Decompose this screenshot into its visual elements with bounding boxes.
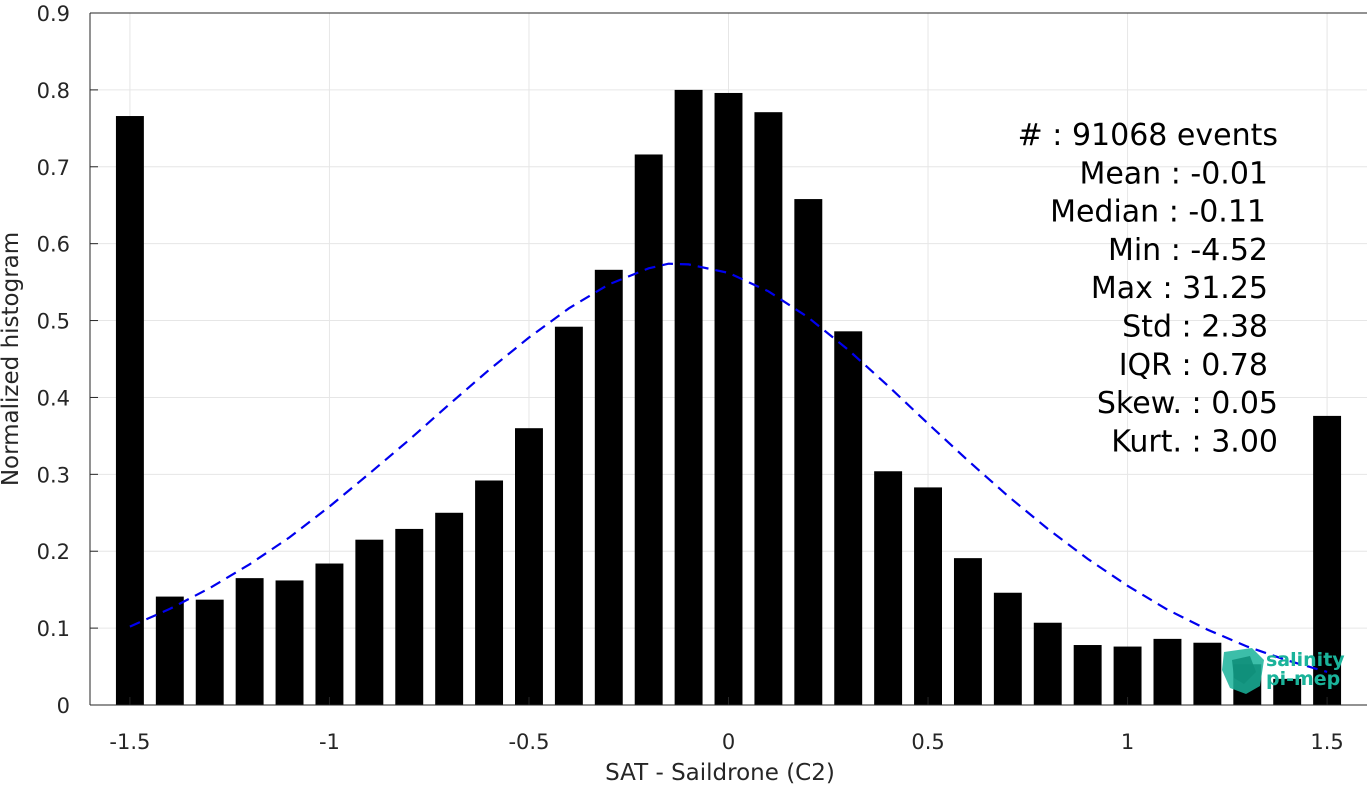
histogram-bar bbox=[554, 326, 583, 705]
histogram-bar bbox=[714, 92, 743, 705]
gaussian-fit bbox=[129, 262, 1328, 673]
histogram-bar bbox=[914, 487, 942, 705]
x-tick-label: -1 bbox=[319, 730, 340, 754]
x-tick-label: 0.5 bbox=[911, 730, 944, 754]
histogram-bar bbox=[1033, 622, 1062, 705]
x-tick-label: 1.5 bbox=[1310, 730, 1343, 754]
stats-line: Max : 31.25 bbox=[1091, 271, 1268, 306]
y-tick-label: 0.4 bbox=[37, 386, 70, 410]
y-tick-label: 0.6 bbox=[37, 233, 70, 257]
y-tick-label: 0.1 bbox=[37, 617, 70, 641]
stats-line: Min : -4.52 bbox=[1108, 233, 1268, 268]
x-tick-label: 0 bbox=[722, 730, 735, 754]
y-tick-label: 0.9 bbox=[37, 2, 70, 26]
histogram-bars bbox=[115, 89, 1342, 706]
gaussian-fit-line bbox=[129, 262, 1328, 673]
stats-line: Mean : -0.01 bbox=[1079, 156, 1268, 191]
logo-shape-inner bbox=[1232, 656, 1256, 684]
stats-line: # : 91068 events bbox=[1018, 118, 1278, 153]
y-axis-label: Normalized histogram bbox=[0, 232, 24, 486]
logo-text-line2: pi-mep bbox=[1266, 668, 1340, 690]
histogram-bar bbox=[235, 578, 264, 705]
stats-line: Median : -0.11 bbox=[1050, 195, 1266, 230]
y-tick-label: 0.7 bbox=[37, 156, 70, 180]
histogram-bar bbox=[1273, 678, 1302, 705]
histogram-bar bbox=[794, 199, 823, 705]
histogram-bar bbox=[634, 154, 663, 705]
y-tick-label: 0.5 bbox=[37, 310, 70, 334]
stats-line: Std : 2.38 bbox=[1122, 310, 1268, 345]
histogram-bar bbox=[435, 512, 464, 705]
histogram-bar bbox=[515, 428, 543, 705]
histogram-bar bbox=[155, 596, 184, 705]
x-tick-label: 1 bbox=[1121, 730, 1134, 754]
histogram-bar bbox=[953, 558, 982, 705]
histogram-bar bbox=[594, 269, 623, 705]
histogram-bar bbox=[1313, 415, 1342, 705]
histogram-bar bbox=[754, 112, 783, 706]
salinity-pimep-logo: salinity pi-mep bbox=[1222, 648, 1345, 694]
histogram-bar bbox=[475, 480, 504, 705]
y-tick-label: 0.8 bbox=[37, 79, 70, 103]
histogram-bar bbox=[1153, 638, 1182, 705]
tick-labels: 0 0.1 0.2 0.3 0.4 0.5 0.6 0.7 0.8 0.9 -1.5 -1 -0.5 0 0… bbox=[37, 2, 1344, 754]
histogram-bar bbox=[315, 563, 344, 705]
axes bbox=[89, 12, 1367, 706]
y-tick-label: 0.2 bbox=[37, 540, 70, 564]
histogram-bar bbox=[355, 539, 384, 705]
histogram-bar bbox=[1193, 642, 1222, 705]
histogram-bar bbox=[1073, 645, 1102, 705]
x-axis-label: SAT - Saildrone (C2) bbox=[605, 760, 835, 785]
histogram-bar bbox=[115, 116, 144, 705]
stats-line: IQR : 0.78 bbox=[1119, 348, 1268, 383]
y-tick-label: 0 bbox=[57, 694, 70, 718]
y-tick-label: 0.3 bbox=[37, 463, 70, 487]
histogram-bar bbox=[834, 331, 863, 705]
histogram-bar bbox=[395, 528, 424, 705]
histogram-bar bbox=[1113, 646, 1142, 705]
histogram-bar bbox=[674, 89, 703, 705]
stats-line: Kurt. : 3.00 bbox=[1111, 424, 1278, 459]
histogram-bar bbox=[275, 580, 304, 705]
x-tick-label: -0.5 bbox=[508, 730, 549, 754]
histogram-bar bbox=[993, 592, 1022, 705]
logo-text-line1: salinity bbox=[1266, 649, 1345, 671]
stats-line: Skew. : 0.05 bbox=[1097, 386, 1278, 421]
x-tick-label: -1.5 bbox=[109, 730, 150, 754]
histogram-bar bbox=[874, 471, 903, 705]
histogram-bar bbox=[195, 599, 224, 705]
